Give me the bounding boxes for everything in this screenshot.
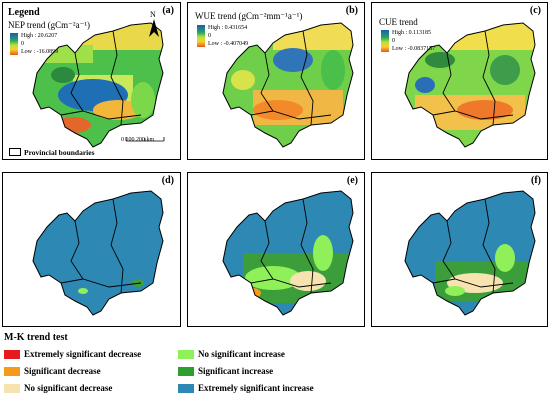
mk-label-0: Extremely significant decrease (24, 349, 142, 359)
mk-swatch-0 (4, 350, 20, 359)
mk-swatch-4 (178, 367, 194, 376)
map-e (222, 190, 354, 316)
cue-trend-title: CUE trend (379, 17, 418, 27)
map-b (222, 22, 354, 148)
provincial-boundary-label: Provincial boundaries (24, 148, 95, 157)
nep-color-ramp (10, 33, 18, 55)
north-label: N (150, 10, 156, 19)
nep-high: High : 20.6207 (21, 33, 58, 39)
mk-swatch-2 (4, 384, 20, 393)
mk-swatch-5 (178, 384, 194, 393)
map-c (404, 22, 536, 148)
wue-zero: 0 (208, 33, 211, 39)
panel-a: Legend NEP trend (gCm⁻²a⁻¹) High : 20.62… (2, 2, 181, 160)
panel-label-c: (c) (529, 5, 541, 16)
cue-zero: 0 (392, 38, 395, 44)
panel-label-d: (d) (161, 175, 174, 186)
cue-high: High : 0.113185 (392, 30, 431, 36)
nep-zero: 0 (21, 41, 24, 47)
provincial-boundary-swatch (9, 148, 21, 156)
cue-low: Low : -0.0837157 (392, 46, 436, 52)
map-a (32, 22, 164, 148)
panel-d: (d) (2, 172, 181, 327)
wue-color-ramp (197, 25, 205, 47)
legend-title: Legend (8, 7, 40, 18)
map-d (32, 190, 164, 316)
scale-bar-label: 0 100 200 km (121, 137, 155, 143)
mk-swatch-3 (178, 350, 194, 359)
panel-e: (e) (187, 172, 365, 327)
mk-label-4: Significant increase (198, 366, 274, 376)
north-arrow-icon: N (147, 9, 161, 39)
mk-label-5: Extremely significant increase (198, 383, 314, 393)
panel-label-f: (f) (531, 175, 541, 186)
wue-low: Low : -0.407049 (208, 41, 249, 47)
cue-color-ramp (381, 30, 389, 52)
panel-f: (f) (371, 172, 548, 327)
panel-label-e: (e) (346, 175, 358, 186)
panel-label-b: (b) (345, 5, 358, 16)
panel-b: WUE trend (gCm⁻²mm⁻¹a⁻¹) High : 0.431654… (187, 2, 365, 160)
scale-bar (125, 129, 165, 142)
mk-label-1: Significant decrease (24, 366, 101, 376)
mk-legend-title: M-K trend test (4, 332, 68, 343)
mk-swatch-1 (4, 367, 20, 376)
panel-c: CUE trend High : 0.113185 0 Low : -0.083… (371, 2, 548, 160)
panel-label-a: (a) (162, 5, 174, 16)
wue-high: High : 0.431654 (208, 25, 248, 31)
nep-low: Low : -16.0899 (21, 49, 59, 55)
mk-label-2: No significant decrease (24, 383, 113, 393)
map-f (404, 190, 536, 316)
mk-label-3: No significant increase (198, 349, 285, 359)
wue-trend-title: WUE trend (gCm⁻²mm⁻¹a⁻¹) (195, 11, 303, 21)
nep-trend-title: NEP trend (gCm⁻²a⁻¹) (8, 20, 91, 30)
